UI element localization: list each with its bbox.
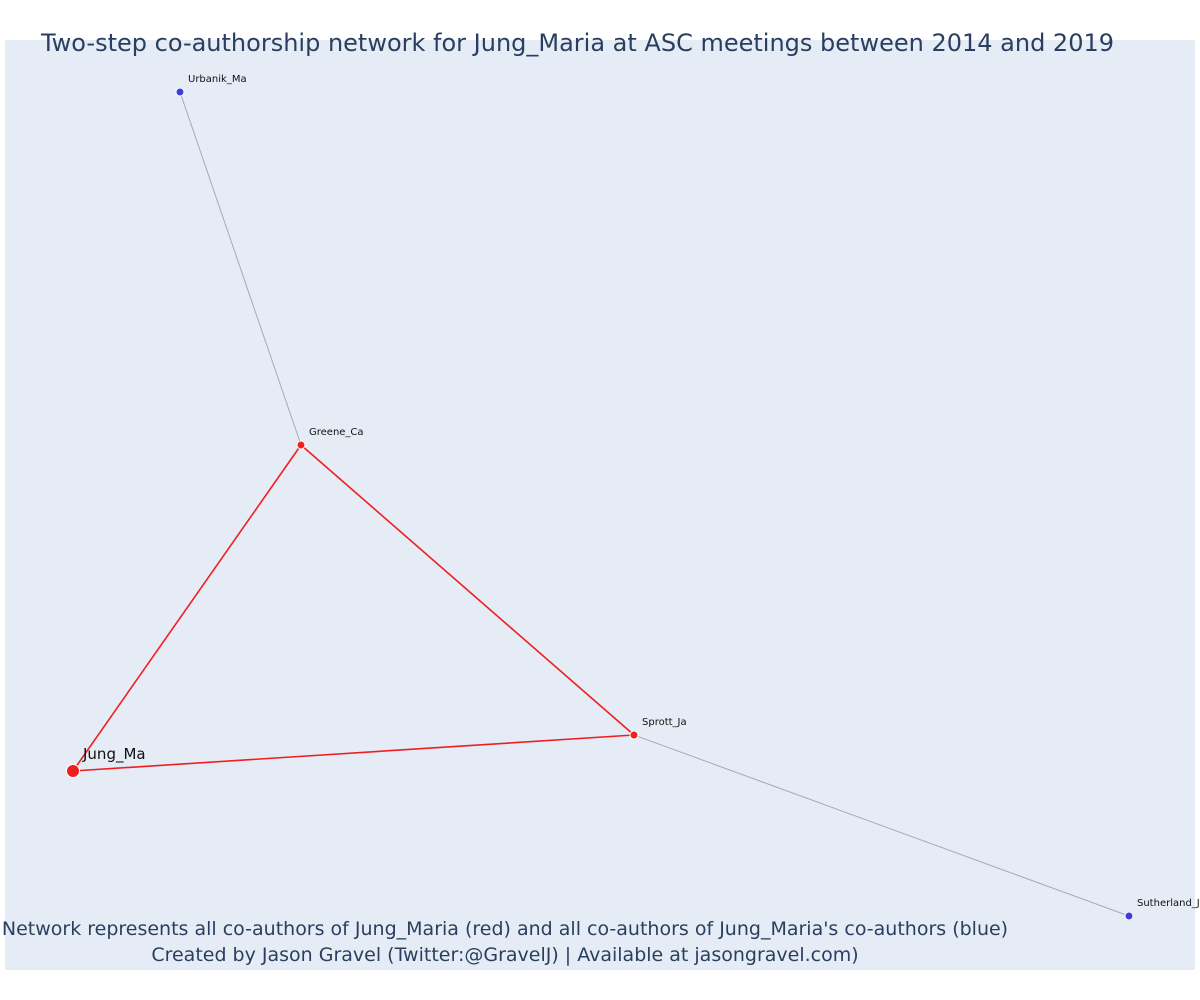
- chart-title: Two-step co-authorship network for Jung_…: [40, 29, 1115, 57]
- node-sprott-ja[interactable]: [629, 730, 639, 740]
- node-urbanik-ma[interactable]: [175, 87, 185, 97]
- edge-greene-ca-urbanik-ma: [179, 91, 302, 446]
- node-sutherland-j[interactable]: [1124, 911, 1134, 921]
- node-label-sutherland-j: Sutherland_J: [1137, 898, 1200, 909]
- edge-jung-ma-sprott-ja: [72, 734, 635, 772]
- edge-jung-ma-greene-ca: [72, 444, 302, 772]
- node-label-jung-ma: Jung_Ma: [82, 745, 146, 764]
- node-greene-ca[interactable]: [296, 440, 306, 450]
- caption-line-2: Created by Jason Gravel (Twitter:@Gravel…: [151, 944, 859, 966]
- caption-line-1: Network represents all co-authors of Jun…: [1, 918, 1009, 940]
- edge-greene-ca-sprott-ja: [300, 444, 635, 736]
- node-label-urbanik-ma: Urbanik_Ma: [188, 74, 247, 85]
- node-jung-ma[interactable]: [66, 764, 80, 778]
- plot-area: [5, 40, 1195, 970]
- node-label-sprott-ja: Sprott_Ja: [642, 717, 687, 728]
- edge-sprott-ja-sutherland-j: [633, 734, 1130, 917]
- node-label-greene-ca: Greene_Ca: [309, 427, 364, 438]
